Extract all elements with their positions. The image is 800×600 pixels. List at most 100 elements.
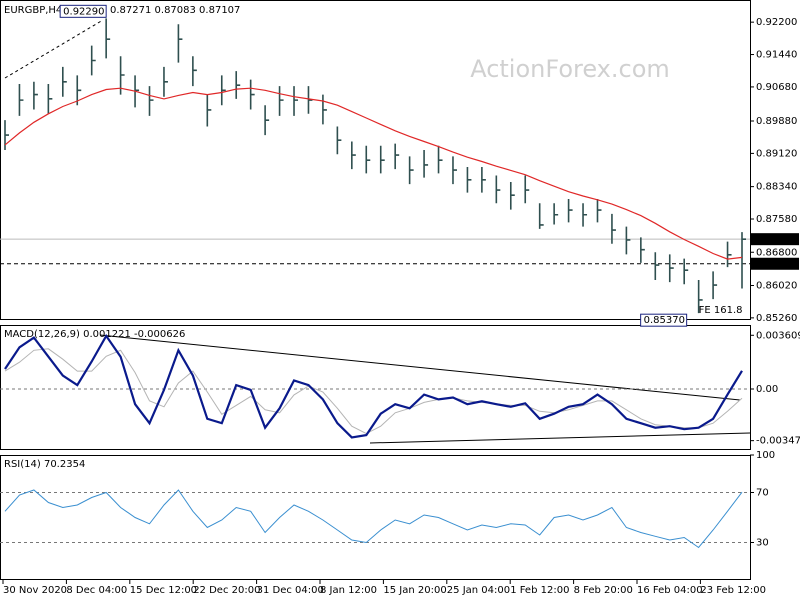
fe-label: FE 161.8 (699, 305, 743, 316)
price-bar (509, 181, 515, 210)
macd-title: MACD(12,26,9) 0.001221 -0.000626 (4, 329, 185, 340)
price-bar (336, 126, 342, 155)
price-bar (220, 75, 226, 106)
price-bar (322, 94, 327, 125)
price-label-box (751, 233, 799, 246)
x-tick-label: 25 Jan 04:00 (447, 585, 510, 596)
price-bar (408, 156, 414, 185)
y-tick-label: 0.003609 (756, 330, 800, 341)
annotation-box (59, 4, 107, 18)
price-frame (0, 0, 751, 320)
price-bar (264, 105, 270, 136)
rsi-frame (0, 455, 751, 580)
price-bar (351, 141, 356, 170)
price-bar (76, 75, 82, 106)
x-tick-label: 23 Feb 12:00 (700, 585, 766, 596)
price-bar (495, 175, 501, 204)
price-bar (611, 213, 616, 244)
x-tick-label: 16 Feb 04:00 (637, 585, 703, 596)
price-bar (105, 18, 111, 59)
y-tick-label: -0.003472 (756, 436, 800, 447)
price-bar (524, 175, 530, 204)
price-bar (307, 86, 313, 114)
annotation-label: 0.92290 (63, 6, 104, 17)
price-bar (553, 203, 559, 225)
price-bar (712, 271, 718, 300)
y-tick-label: 0.00 (756, 384, 778, 395)
price-bar (249, 79, 255, 110)
y-tick-label: 0.92200 (756, 17, 797, 28)
price-bar (293, 86, 299, 116)
price-bar (596, 198, 602, 223)
price-bar (452, 156, 457, 185)
price-bar (668, 254, 674, 283)
series-line (4, 333, 743, 439)
y-tick-label: 0.89880 (756, 116, 797, 127)
price-bar (62, 66, 67, 97)
price-bar (90, 45, 96, 76)
x-tick-label: 15 Dec 12:00 (130, 585, 197, 596)
price-bar (567, 198, 573, 223)
y-tick-label: 70 (756, 488, 769, 499)
x-tick-label: 8 Jan 12:00 (320, 585, 377, 596)
macd-trend-line (99, 334, 741, 401)
price-bar (437, 145, 443, 174)
price-bar (697, 279, 703, 314)
y-tick-label: 0.85260 (756, 313, 797, 324)
price-bar (683, 258, 689, 285)
macd-trend-line (369, 432, 751, 444)
price-bar (4, 120, 9, 150)
series-line (4, 348, 743, 435)
price-bar (394, 143, 400, 170)
price-bar (481, 167, 486, 193)
series-line (4, 87, 743, 260)
x-tick-label: 1 Feb 12:00 (510, 585, 569, 596)
x-tick-label: 30 Nov 2020 (3, 585, 67, 596)
y-tick-label: 0.89120 (756, 148, 797, 159)
price-bar (726, 241, 732, 268)
price-bar (582, 203, 588, 227)
price-bar (192, 56, 197, 87)
price-bar (538, 203, 544, 229)
annotation-box (640, 313, 688, 327)
price-bar (379, 145, 385, 174)
x-tick-label: 22 Dec 20:00 (193, 585, 260, 596)
series-line (4, 489, 743, 549)
trend-line (4, 19, 104, 79)
watermark: ActionForex.com (470, 55, 670, 83)
x-tick-label: 8 Feb 20:00 (574, 585, 633, 596)
price-bar (33, 81, 38, 110)
price-bar (163, 66, 168, 97)
annotation-label: 0.85370 (644, 315, 685, 326)
y-tick-label: 100 (756, 450, 775, 461)
price-bar (47, 83, 53, 114)
y-tick-label: 0.90680 (756, 82, 797, 93)
y-tick-label: 0.88340 (756, 182, 797, 193)
price-bar (206, 94, 212, 127)
y-tick-label: 0.86800 (756, 247, 797, 258)
price-label: 0.87107 (755, 234, 796, 245)
price-bar (148, 86, 154, 116)
price-bar (640, 237, 645, 263)
y-tick-label: 30 (756, 538, 769, 549)
price-label: 0.86530 (755, 259, 796, 270)
x-tick-label: 31 Dec 04:00 (257, 585, 324, 596)
price-label-box (751, 257, 799, 270)
y-tick-label: 0.91440 (756, 50, 797, 61)
rsi-title: RSI(14) 70.2354 (4, 459, 85, 470)
price-bar (235, 71, 241, 99)
price-bar (365, 145, 371, 174)
price-bar (466, 167, 472, 193)
price-bar (625, 226, 631, 255)
y-tick-label: 0.87580 (756, 214, 797, 225)
price-bar (278, 86, 284, 116)
price-bar (177, 24, 183, 63)
price-bar (741, 232, 746, 289)
price-bar (654, 252, 660, 280)
price-bar (18, 83, 24, 116)
x-tick-label: 15 Jan 20:00 (383, 585, 446, 596)
price-title: EURGBP,H4 0.87106 0.87271 0.87083 0.8710… (4, 5, 240, 16)
macd-frame (0, 325, 751, 450)
price-bar (423, 149, 429, 178)
